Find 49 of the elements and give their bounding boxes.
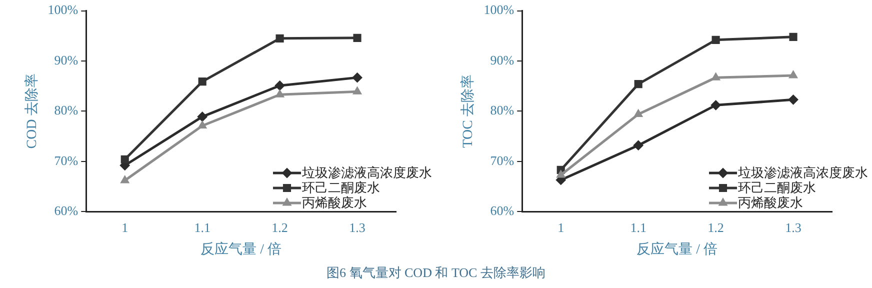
legend-label: 丙烯酸废水 [302, 195, 367, 210]
y-tick-label: 70% [490, 152, 514, 168]
x-axis-title: 反应气量 / 倍 [200, 241, 282, 258]
legend-label: 垃圾渗滤液高浓度废水 [738, 165, 868, 180]
y-axis-title: COD 去除率 [24, 74, 40, 149]
y-tick-label: 60% [490, 203, 514, 218]
point [352, 86, 362, 94]
y-tick-label: 70% [54, 152, 78, 168]
x-tick-label: 1.1 [630, 220, 646, 235]
legend-label: 环己二酮废水 [738, 180, 816, 195]
x-tick-label: 1 [558, 220, 564, 235]
x-tick-label: 1 [122, 220, 128, 235]
point [556, 170, 566, 178]
point [274, 80, 285, 91]
point [634, 80, 642, 88]
point [353, 34, 362, 42]
point [712, 36, 720, 44]
x-tick-label: 1.2 [708, 220, 724, 235]
point [198, 78, 206, 86]
y-tick-label: 60% [54, 203, 78, 218]
legend-label: 环己二酮废水 [302, 180, 380, 195]
caption: 图6 氧气量对 COD 和 TOC 去除率影响 [326, 264, 546, 282]
point [788, 94, 798, 105]
y-tick-label: 100% [48, 2, 78, 18]
point [120, 175, 130, 184]
y-tick-label: 80% [490, 102, 514, 118]
y-tick-label: 80% [54, 102, 78, 118]
x-tick-label: 1.2 [272, 220, 288, 235]
point [789, 32, 798, 41]
x-axis-title: 反应气量 / 倍 [636, 241, 718, 258]
point [276, 34, 284, 42]
point [633, 140, 644, 150]
point [352, 72, 362, 83]
point [634, 109, 643, 117]
point [198, 120, 207, 129]
y-tick-label: 100% [484, 2, 514, 18]
y-tick-label: 90% [490, 52, 514, 68]
x-tick-label: 1.1 [194, 220, 210, 235]
point [275, 90, 284, 98]
point [120, 155, 129, 164]
point [788, 70, 798, 78]
x-tick-label: 1.3 [349, 220, 366, 235]
point [710, 100, 721, 110]
point [197, 112, 208, 122]
legend-label: 丙烯酸废水 [738, 195, 803, 210]
x-tick-label: 1.3 [785, 220, 802, 235]
y-tick-label: 90% [54, 52, 78, 68]
legend-label: 垃圾渗滤液高浓度废水 [302, 165, 432, 180]
y-axis-title: TOC 去除率 [460, 74, 476, 148]
